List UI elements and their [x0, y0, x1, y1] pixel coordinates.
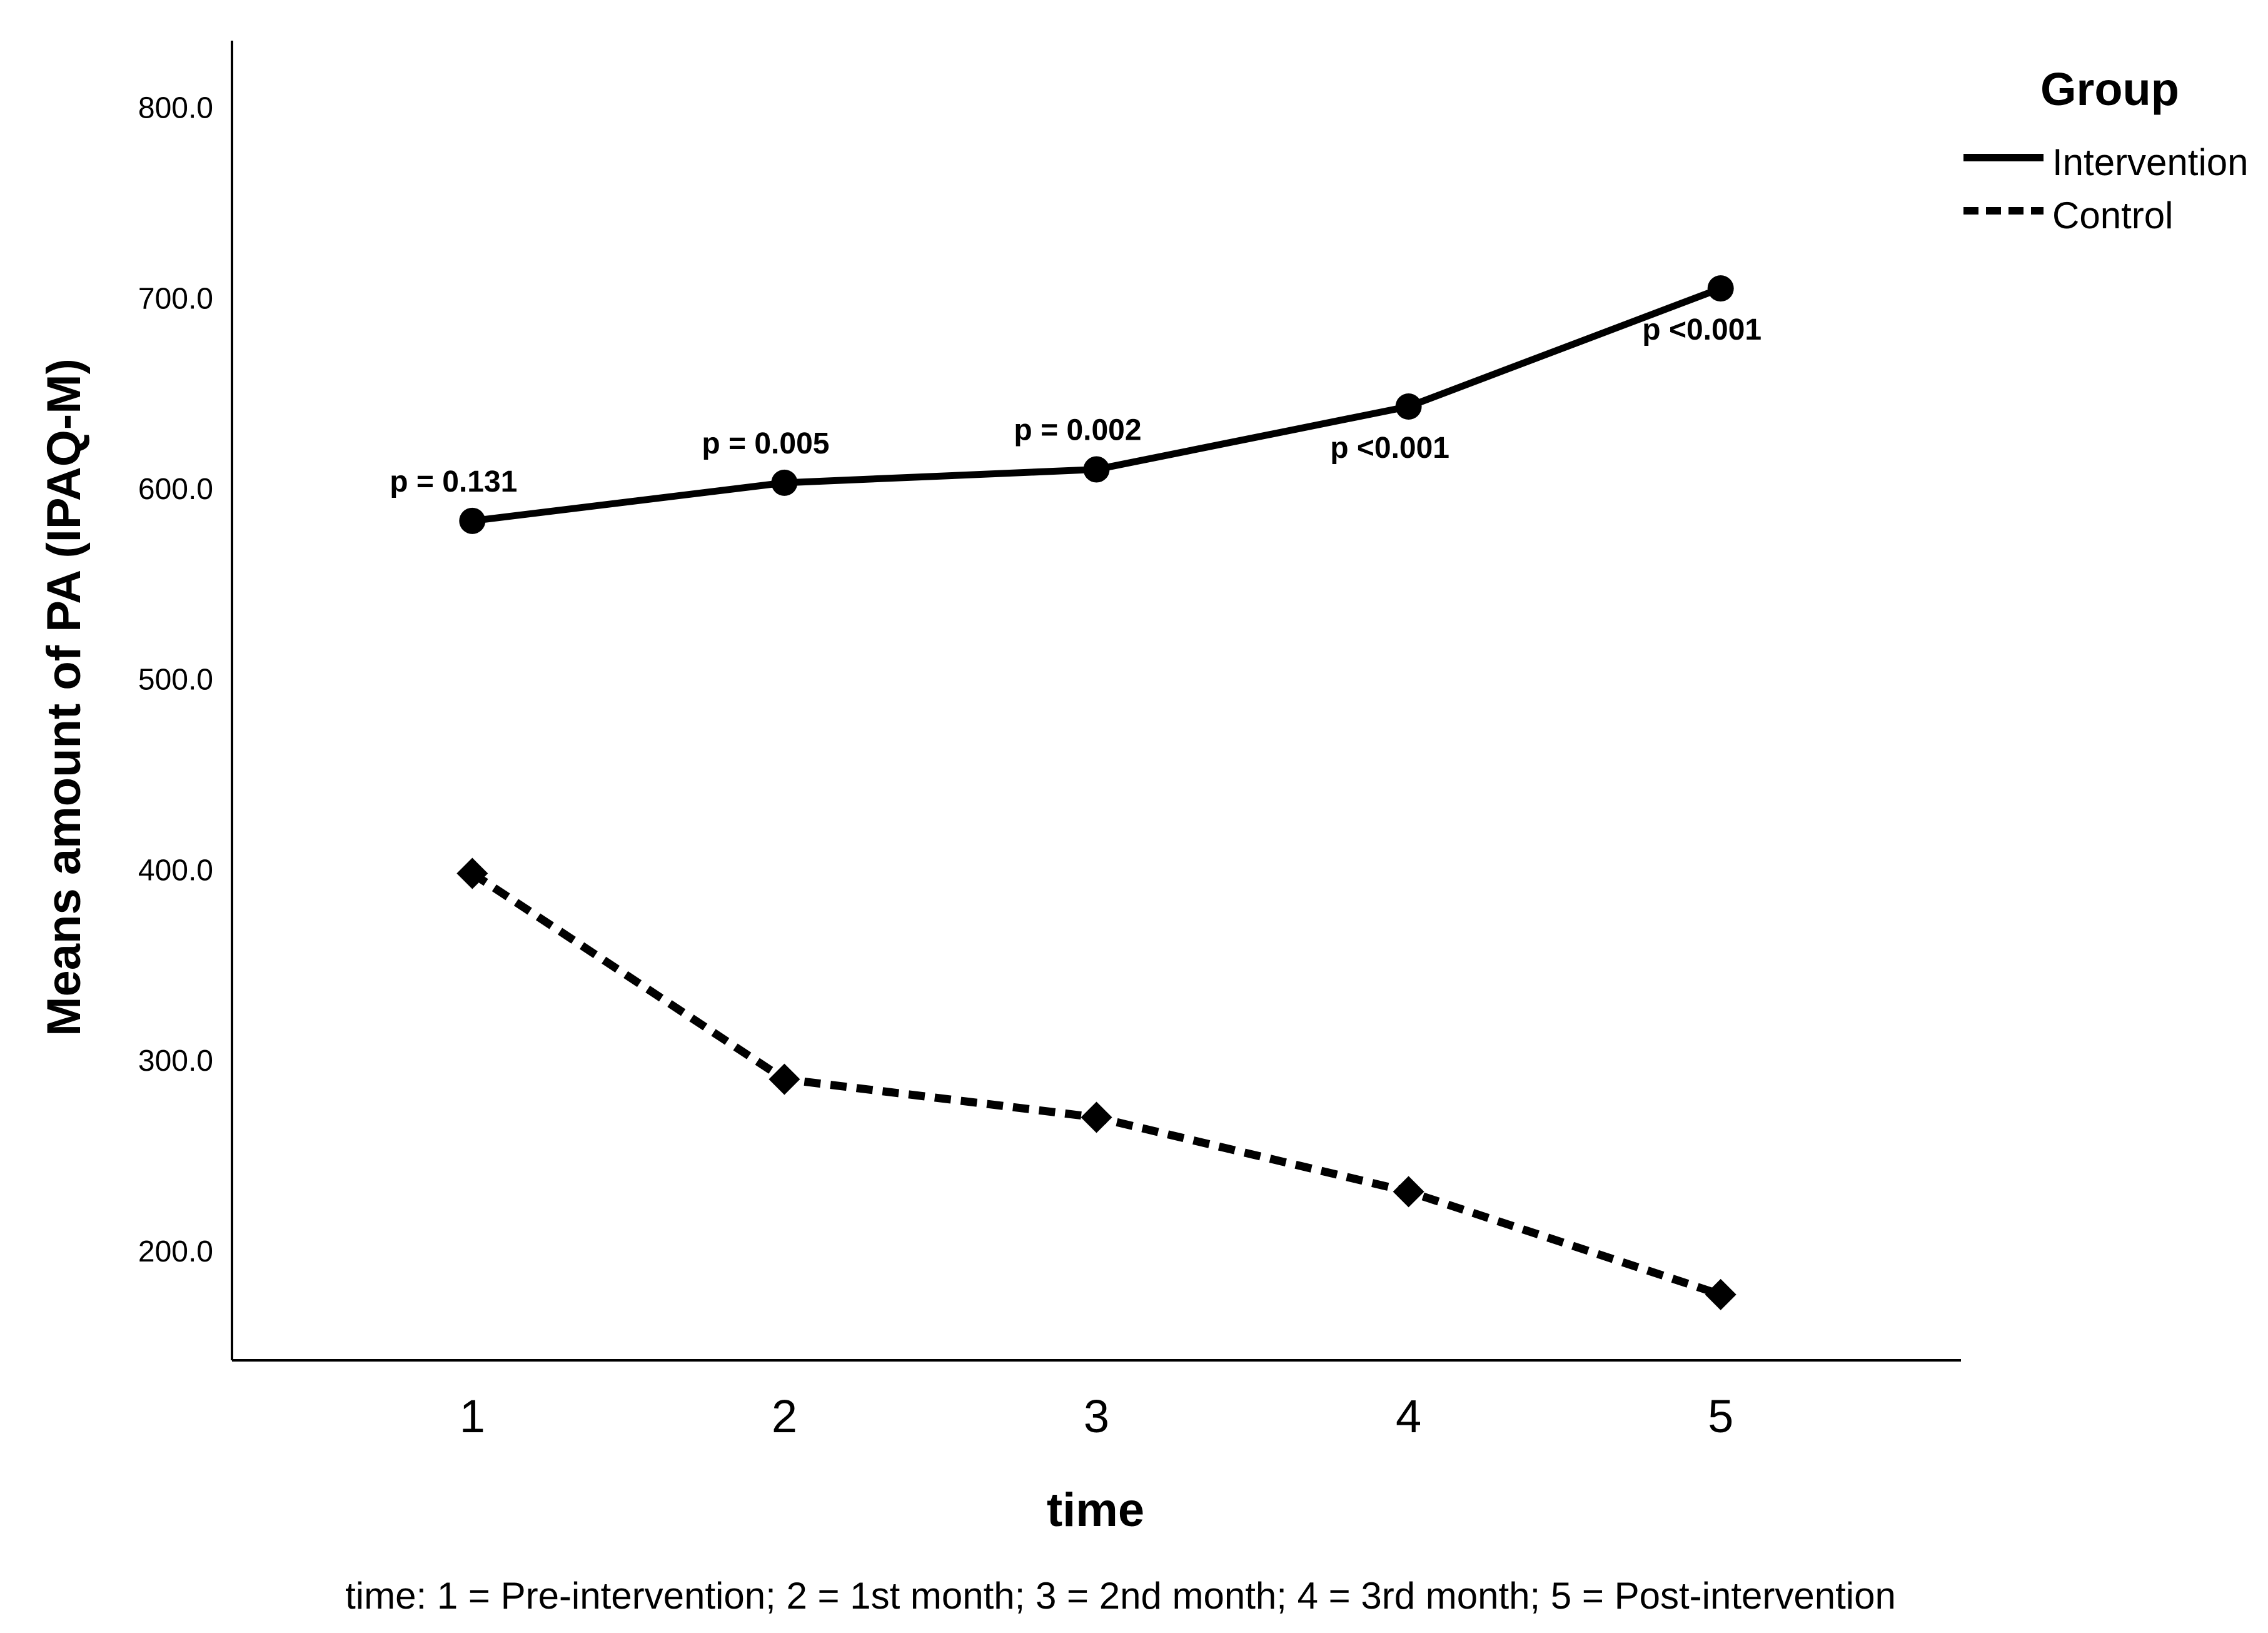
y-tick-label: 400.0 — [138, 854, 213, 887]
axes — [231, 41, 1961, 1362]
time-caption: time: 1 = Pre-intervention; 2 = 1st mont… — [345, 1575, 1896, 1617]
data-point-intervention — [459, 507, 486, 534]
y-tick-label: 700.0 — [138, 282, 213, 315]
data-point-control — [1705, 1278, 1736, 1310]
x-tick-label: 3 — [1084, 1390, 1109, 1442]
x-ticks: 1 2 3 4 5 — [460, 1390, 1734, 1442]
legend-label-control: Control — [2052, 195, 2173, 236]
x-axis-title: time — [1047, 1484, 1144, 1537]
data-point-control — [456, 857, 488, 889]
y-ticks: 200.0 300.0 400.0 500.0 600.0 700.0 800.0 — [138, 92, 213, 1268]
p-value-label: p = 0.131 — [390, 465, 517, 498]
series-layer — [456, 275, 1736, 1310]
legend: Group Intervention Control — [1963, 63, 2249, 236]
y-tick-label: 200.0 — [138, 1235, 213, 1268]
p-value-label: p = 0.002 — [1014, 414, 1141, 447]
y-tick-label: 800.0 — [138, 92, 213, 125]
data-point-control — [1393, 1176, 1424, 1208]
y-tick-label: 300.0 — [138, 1044, 213, 1078]
data-point-intervention — [1395, 393, 1422, 420]
p-value-label: p <0.001 — [1330, 432, 1449, 465]
data-point-control — [1081, 1101, 1112, 1133]
y-axis-title: Means amount of PA (IPAQ-M) — [38, 358, 91, 1036]
p-value-labels: p = 0.131 p = 0.005 p = 0.002 p <0.001 p <0.… — [390, 313, 1761, 498]
legend-label-intervention: Intervention — [2052, 141, 2249, 183]
x-tick-label: 4 — [1396, 1390, 1421, 1442]
x-tick-label: 2 — [772, 1390, 797, 1442]
data-point-intervention — [771, 469, 798, 496]
y-tick-label: 500.0 — [138, 664, 213, 697]
p-value-label: p <0.001 — [1642, 313, 1761, 346]
x-tick-label: 5 — [1708, 1390, 1733, 1442]
p-value-label: p = 0.005 — [702, 427, 829, 460]
data-point-intervention — [1707, 275, 1734, 302]
y-tick-label: 600.0 — [138, 473, 213, 506]
legend-title: Group — [2040, 63, 2179, 115]
data-point-control — [769, 1063, 800, 1095]
data-point-intervention — [1083, 456, 1110, 483]
x-tick-label: 1 — [460, 1390, 485, 1442]
